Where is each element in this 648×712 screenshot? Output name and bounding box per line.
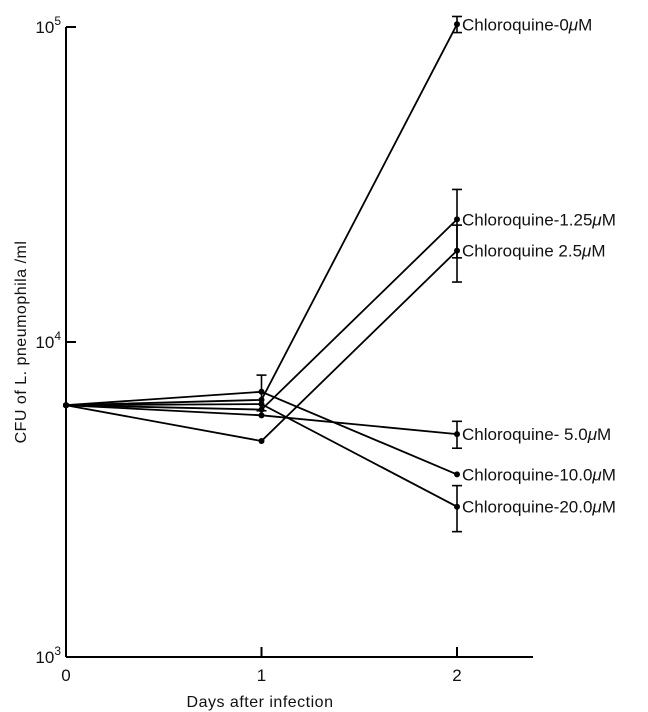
y-tick-label: 104 [35,329,61,352]
x-tick-label: 0 [61,666,70,685]
data-point [258,401,265,408]
y-tick-label: 105 [35,14,61,37]
series-label: Chloroquine-10.0μM [462,465,616,484]
series-label: Chloroquine-20.0μM [462,498,616,517]
series: Chloroquine-20.0μM [63,401,616,533]
x-tick-label: 1 [257,666,266,685]
series: Chloroquine-10.0μM [63,374,616,484]
series: Chloroquine-0μM [63,15,592,409]
series-label: Chloroquine-1.25μM [462,210,616,229]
y-tick-label: 103 [35,644,61,667]
axes: 103 104 105 0 1 2 [35,14,533,685]
x-tick-label: 2 [452,666,461,685]
series-line [65,403,458,508]
x-axis-label: Days after infection [187,694,334,711]
series-layer: Chloroquine-0μM Chloroquine-1.25μM Chloroq… [63,15,616,533]
data-point [63,402,69,409]
series-line [65,23,458,407]
series: Chloroquine- 5.0μM [63,402,611,450]
series-label: Chloroquine-0μM [462,15,592,34]
data-point [454,471,460,478]
data-point [258,412,265,419]
series: Chloroquine-1.25μM [63,188,616,413]
series-label: Chloroquine 2.5μM [462,242,606,261]
series-label: Chloroquine- 5.0μM [462,425,611,444]
series: Chloroquine 2.5μM [63,224,606,444]
data-point [258,437,265,444]
y-axis-label: CFU of L. pneumophila /ml [13,241,30,444]
